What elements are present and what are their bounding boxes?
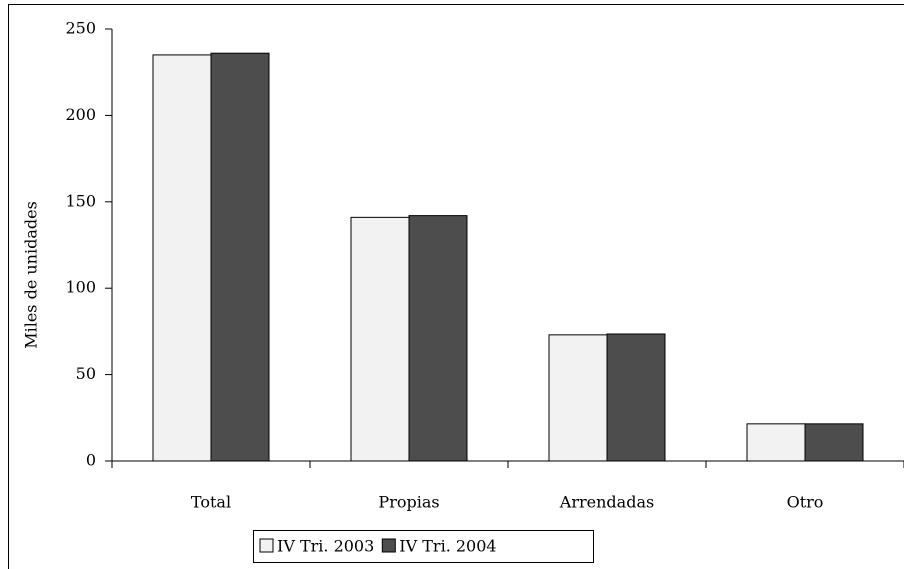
bar <box>606 333 666 462</box>
x-tick-label: Otro <box>787 493 824 512</box>
legend-swatch <box>259 538 274 553</box>
y-tick-label: 200 <box>65 105 96 124</box>
x-tick-label: Propias <box>378 493 439 512</box>
y-tick-label: 150 <box>65 191 96 210</box>
y-tick-label: 100 <box>65 278 96 297</box>
bar <box>746 423 806 462</box>
x-tick-label: Arrendadas <box>559 493 654 512</box>
legend-box <box>253 530 594 563</box>
legend-label: IV Tri. 2003 <box>277 537 374 556</box>
legend-swatch <box>381 538 396 553</box>
bar <box>408 215 468 462</box>
y-tick-label: 250 <box>65 19 96 38</box>
chart-frame <box>8 4 904 569</box>
bar <box>350 216 410 462</box>
bar <box>210 52 270 462</box>
y-tick-label: 50 <box>76 364 96 383</box>
y-tick-label: 0 <box>86 451 96 470</box>
bar <box>548 334 608 462</box>
bar <box>152 54 212 462</box>
legend-label: IV Tri. 2004 <box>399 537 496 556</box>
y-axis-label: Miles de unidades <box>22 201 41 349</box>
bar <box>804 423 864 462</box>
x-tick-label: Total <box>191 493 231 512</box>
